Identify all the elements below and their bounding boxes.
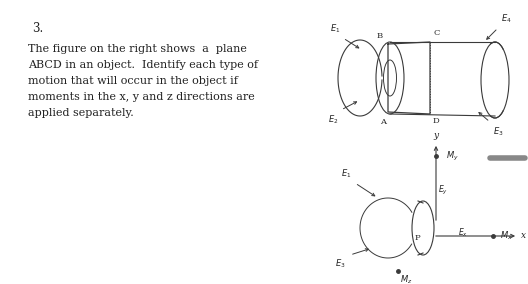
Text: ABCD in an object.  Identify each type of: ABCD in an object. Identify each type of bbox=[28, 60, 258, 70]
Text: P: P bbox=[414, 234, 420, 242]
Text: $E_4$: $E_4$ bbox=[501, 12, 512, 25]
Text: x: x bbox=[522, 231, 526, 241]
Text: $E_1$: $E_1$ bbox=[329, 22, 340, 35]
Text: moments in the x, y and z directions are: moments in the x, y and z directions are bbox=[28, 92, 254, 102]
Text: $M_x$: $M_x$ bbox=[500, 230, 513, 242]
Text: applied separately.: applied separately. bbox=[28, 108, 134, 118]
Text: 3.: 3. bbox=[32, 22, 43, 35]
Text: A: A bbox=[380, 118, 386, 126]
Text: $M_z$: $M_z$ bbox=[400, 274, 412, 284]
Text: $E_2$: $E_2$ bbox=[327, 113, 338, 126]
Text: y: y bbox=[433, 131, 439, 141]
Text: C: C bbox=[433, 29, 439, 37]
Text: $E_x$: $E_x$ bbox=[458, 227, 468, 239]
Text: motion that will occur in the object if: motion that will occur in the object if bbox=[28, 76, 238, 86]
Text: D: D bbox=[433, 117, 440, 125]
Text: B: B bbox=[377, 32, 383, 40]
Text: $E_3$: $E_3$ bbox=[493, 125, 504, 137]
Text: $E_1$: $E_1$ bbox=[341, 168, 351, 180]
Text: $M_y$: $M_y$ bbox=[446, 149, 459, 162]
Text: $E_3$: $E_3$ bbox=[335, 258, 346, 270]
Text: The figure on the right shows  a  plane: The figure on the right shows a plane bbox=[28, 44, 247, 54]
Text: $E_y$: $E_y$ bbox=[438, 183, 448, 197]
